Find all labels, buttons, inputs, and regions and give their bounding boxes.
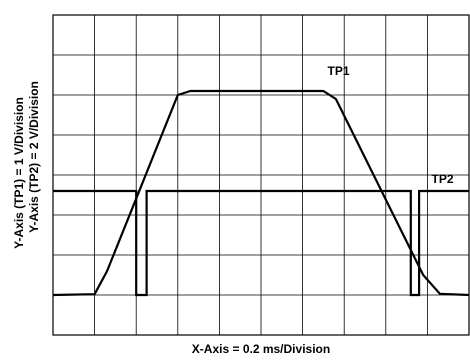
annotation-tp1: TP1 [328, 64, 350, 78]
grid [52, 14, 470, 336]
y-axis-label-tp1: Y-Axis (TP1) = 1 V/Division [12, 97, 26, 249]
y-axis-label-tp2: Y-Axis (TP2) = 2 V/Division [27, 81, 41, 233]
x-axis-label: X-Axis = 0.2 ms/Division [191, 342, 331, 356]
annotation-tp2: TP2 [432, 172, 454, 186]
series-line-tp2 [53, 189, 469, 297]
series-line-tp1 [52, 89, 470, 297]
